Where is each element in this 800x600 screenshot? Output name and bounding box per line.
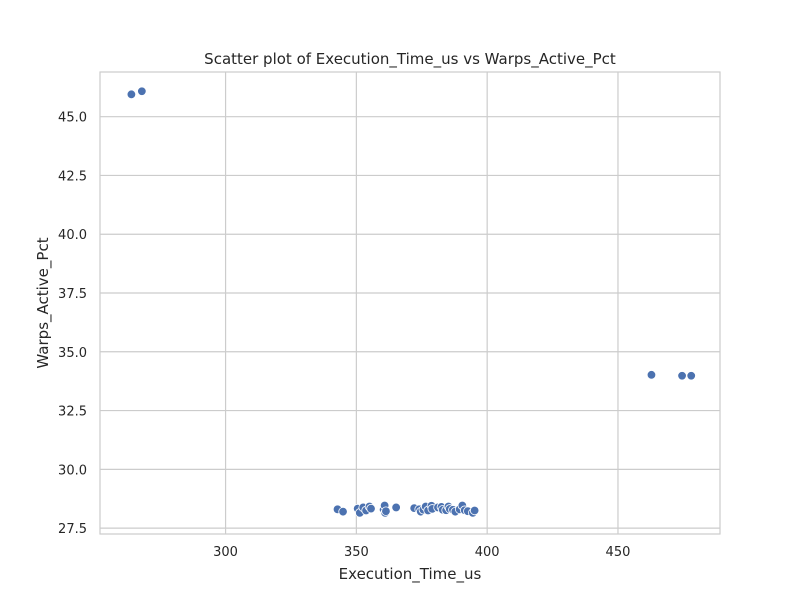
x-tick-label: 300 xyxy=(213,545,238,560)
x-axis-label: Execution_Time_us xyxy=(339,565,482,584)
scatter-point xyxy=(366,503,376,514)
scatter-point xyxy=(391,502,401,513)
y-axis-label: Warps_Active_Pct xyxy=(34,237,53,368)
x-tick-label: 400 xyxy=(475,545,500,560)
scatter-points xyxy=(126,86,696,518)
y-axis-ticks: 27.5 30.0 32.5 35.0 37.5 40.0 42.5 45.0 xyxy=(58,111,87,537)
scatter-point xyxy=(469,505,480,516)
scatter-point xyxy=(677,371,687,381)
y-tick-label: 45.0 xyxy=(58,111,87,126)
y-tick-label: 35.0 xyxy=(58,346,87,361)
y-tick-label: 37.5 xyxy=(58,287,87,302)
y-tick-label: 27.5 xyxy=(58,522,87,537)
y-tick-label: 40.0 xyxy=(58,228,87,243)
scatter-point xyxy=(338,506,348,517)
scatter-point xyxy=(646,370,657,380)
y-tick-label: 42.5 xyxy=(58,169,87,184)
scatter-point xyxy=(126,89,137,100)
scatter-point xyxy=(686,371,696,381)
x-tick-label: 350 xyxy=(344,545,369,560)
x-tick-label: 450 xyxy=(606,545,631,560)
scatter-point xyxy=(137,86,147,96)
chart-title: Scatter plot of Execution_Time_us vs War… xyxy=(204,50,616,69)
y-tick-label: 30.0 xyxy=(58,463,87,478)
y-tick-label: 32.5 xyxy=(58,405,87,420)
x-axis-ticks: 300 350 400 450 xyxy=(213,545,630,560)
plot-area-frame xyxy=(99,71,721,535)
scatter-point xyxy=(381,506,391,516)
grid-lines xyxy=(100,72,720,534)
